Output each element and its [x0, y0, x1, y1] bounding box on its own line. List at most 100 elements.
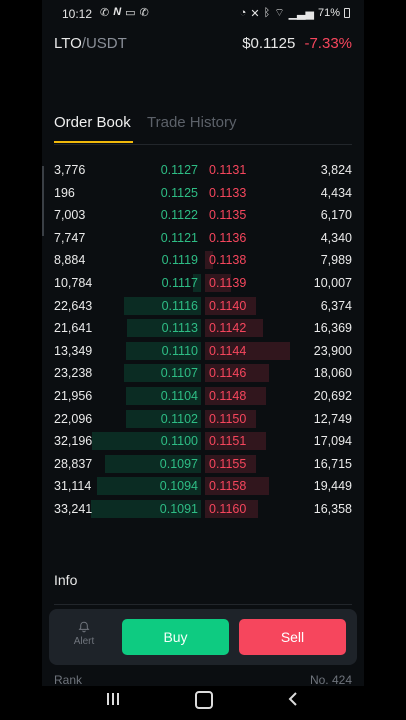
ask-price: 0.1136 — [209, 230, 247, 245]
bid-price: 0.1091 — [159, 501, 198, 516]
ask-quantity: 4,434 — [320, 185, 352, 200]
order-book-row[interactable]: 13,349 0.1110 0.1144 23,900 — [42, 340, 364, 363]
bid-quantity: 7,003 — [54, 208, 86, 223]
signal-icon: ▁▃▅ — [288, 7, 314, 20]
bid-price: 0.1107 — [160, 366, 198, 381]
ask-quantity: 12,749 — [313, 411, 352, 426]
ask-price: 0.1142 — [209, 321, 247, 336]
ask-quantity: 4,340 — [320, 230, 352, 245]
order-book-row[interactable]: 8,884 0.1119 0.1138 7,989 — [42, 249, 364, 272]
bid-price: 0.1121 — [160, 230, 198, 245]
bid-quantity: 28,837 — [54, 456, 93, 471]
ask-price: 0.1144 — [209, 343, 247, 358]
ask-price: 0.1131 — [209, 163, 247, 177]
order-book-row[interactable]: 33,241 0.1091 0.1160 16,358 — [42, 498, 364, 521]
order-book-row[interactable]: 196 0.1125 0.1133 4,434 — [42, 182, 364, 205]
status-bar: 10:12 ✆ N ▭ ✆ ◔ ✕ ᛒ ⌔ ▁▃▅ 71% — [42, 0, 364, 28]
bid-depth-bar — [127, 319, 201, 338]
ask-price: 0.1135 — [209, 208, 247, 223]
last-price: $0.1125 — [242, 35, 296, 52]
bluetooth-icon: ᛒ — [263, 7, 271, 19]
ask-price: 0.1151 — [209, 434, 247, 449]
order-book-row[interactable]: 31,114 0.1094 0.1158 19,449 — [42, 475, 364, 498]
tab-trade-history[interactable]: Trade History — [147, 114, 237, 131]
notification-icons: ✆ N ▭ ✆ — [100, 6, 149, 19]
action-bar: Alert Buy Sell — [49, 609, 357, 665]
bid-depth-bar — [105, 454, 201, 473]
trading-pair[interactable]: LTO/USDT — [54, 35, 127, 52]
order-book-row[interactable]: 3,776 0.1127 0.1131 3,824 — [42, 159, 364, 182]
recent-apps-icon[interactable] — [105, 692, 121, 706]
order-book-row[interactable]: 23,238 0.1107 0.1146 18,060 — [42, 362, 364, 385]
ask-price: 0.1148 — [209, 388, 247, 403]
order-book-row[interactable]: 32,196 0.1100 0.1151 17,094 — [42, 430, 364, 453]
bid-price: 0.1097 — [159, 456, 198, 471]
rank-value: No. 424 — [309, 673, 352, 687]
ask-depth-bar — [205, 319, 263, 338]
system-icons: ◔ ✕ ᛒ ⌔ ▁▃▅ 71% — [240, 6, 350, 20]
bid-quantity: 31,114 — [54, 479, 92, 494]
ask-quantity: 16,358 — [313, 501, 352, 516]
price-summary: $0.1125 -7.33% — [242, 35, 352, 52]
bid-depth-bar — [124, 296, 201, 315]
bid-quantity: 22,643 — [54, 298, 93, 313]
order-book-row[interactable]: 21,641 0.1113 0.1142 16,369 — [42, 317, 364, 340]
order-book-row[interactable]: 7,003 0.1122 0.1135 6,170 — [42, 204, 364, 227]
phone-icon: ✆ — [100, 7, 110, 19]
bid-depth-bar — [125, 409, 201, 428]
bid-depth-bar — [193, 273, 201, 292]
order-book: 3,776 0.1127 0.1131 3,824 196 0.1125 0.1133 4,4… — [42, 159, 364, 521]
ask-depth-bar — [205, 251, 213, 270]
order-book-row[interactable]: 22,643 0.1116 0.1140 6,374 — [42, 295, 364, 318]
tab-order-book[interactable]: Order Book — [54, 114, 131, 131]
ask-depth-bar — [205, 273, 231, 292]
system-nav-bar — [42, 686, 364, 720]
bid-depth-bar — [125, 386, 201, 405]
order-book-row[interactable]: 22,096 0.1102 0.1150 12,749 — [42, 408, 364, 431]
ask-price: 0.1150 — [209, 411, 247, 426]
bid-price: 0.1110 — [161, 343, 198, 358]
ask-price: 0.1138 — [209, 253, 247, 268]
bid-quantity: 8,884 — [54, 253, 86, 268]
alert-button[interactable]: Alert — [69, 621, 99, 647]
ask-quantity: 17,094 — [313, 434, 352, 449]
bid-price: 0.1100 — [160, 434, 198, 449]
bid-price: 0.1116 — [161, 298, 198, 313]
bid-price: 0.1125 — [160, 185, 198, 200]
battery-percent: 71% — [317, 7, 340, 19]
scroll-indicator — [42, 166, 44, 236]
ask-depth-bar — [205, 454, 257, 473]
bid-price: 0.1094 — [159, 479, 198, 494]
bid-quantity: 10,784 — [54, 275, 93, 290]
home-icon[interactable] — [195, 691, 213, 709]
ask-price: 0.1140 — [209, 298, 247, 313]
ask-quantity: 18,060 — [313, 366, 352, 381]
device-bezel-left — [0, 0, 42, 720]
ask-depth-bar — [205, 341, 290, 360]
order-book-row[interactable]: 7,747 0.1121 0.1136 4,340 — [42, 227, 364, 250]
back-icon[interactable] — [286, 691, 300, 707]
ask-depth-bar — [205, 296, 257, 315]
order-book-row[interactable]: 28,837 0.1097 0.1155 16,715 — [42, 453, 364, 476]
ask-price: 0.1133 — [209, 185, 247, 200]
info-heading: Info — [54, 572, 78, 588]
sell-button[interactable]: Sell — [239, 619, 346, 655]
ask-depth-bar — [205, 499, 258, 518]
rank-label: Rank — [54, 673, 83, 687]
pair-quote: /USDT — [81, 35, 127, 52]
bid-quantity: 23,238 — [54, 366, 93, 381]
ask-depth-bar — [205, 364, 269, 383]
ask-price: 0.1139 — [209, 275, 247, 290]
bid-depth-bar — [125, 341, 201, 360]
bid-depth-bar — [97, 477, 201, 496]
ask-quantity: 23,900 — [313, 343, 352, 358]
ask-price: 0.1146 — [209, 366, 247, 381]
order-book-row[interactable]: 21,956 0.1104 0.1148 20,692 — [42, 385, 364, 408]
bid-quantity: 33,241 — [54, 501, 93, 516]
buy-button[interactable]: Buy — [122, 619, 229, 655]
wifi-icon: ⌔ — [274, 7, 285, 19]
ask-quantity: 7,989 — [320, 253, 352, 268]
order-book-row[interactable]: 10,784 0.1117 0.1139 10,007 — [42, 272, 364, 295]
bid-quantity: 21,641 — [54, 321, 93, 336]
bid-quantity: 21,956 — [54, 388, 93, 403]
